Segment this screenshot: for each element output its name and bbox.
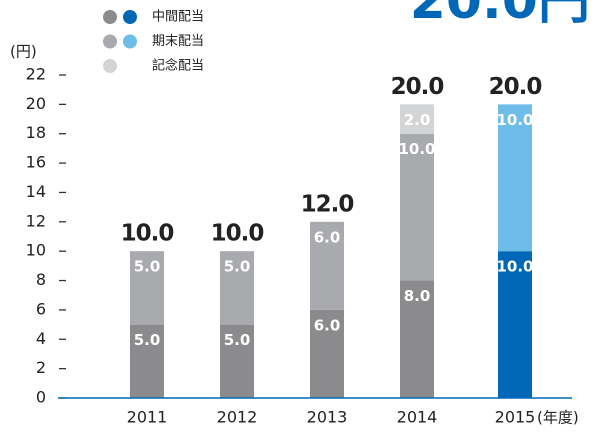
segment-label: 5.0 [224, 258, 251, 276]
y-tick-label: 4 [36, 329, 46, 348]
x-tick-label: 2013 [307, 408, 348, 427]
x-unit-label: (年度) [537, 409, 579, 427]
segment-label: 10.0 [496, 258, 533, 276]
total-label: 20.0 [489, 74, 542, 100]
segment-label: 8.0 [404, 287, 431, 305]
legend-label: 期末配当 [152, 34, 204, 49]
bar-segment [130, 251, 164, 325]
bar-segment [310, 221, 344, 310]
legend-swatch [103, 59, 117, 73]
segment-label: 5.0 [134, 258, 161, 276]
bar-segment [400, 104, 434, 134]
y-tick-label: 10 [26, 241, 46, 260]
y-tick-label: 18 [26, 123, 46, 142]
total-label: 20.0 [391, 74, 444, 100]
y-tick-label: 2 [36, 358, 46, 377]
y-tick-label: 0 [36, 388, 46, 407]
bar-segment [220, 324, 254, 398]
legend-swatch [103, 34, 117, 49]
bar-segment [400, 133, 434, 281]
segment-label: 2.0 [404, 111, 431, 129]
segment-label: 6.0 [314, 228, 341, 246]
y-tick-label: 20 [26, 94, 46, 113]
y-tick-label: 22 [26, 65, 46, 84]
segment-label: 6.0 [314, 316, 341, 334]
segment-label: 5.0 [224, 331, 251, 349]
legend-swatch [123, 34, 137, 49]
y-tick-label: 6 [36, 299, 46, 318]
x-tick-label: 2015 [495, 408, 536, 427]
legend-swatch [103, 10, 117, 24]
y-tick-label: 12 [26, 211, 46, 230]
total-label: 10.0 [211, 221, 264, 247]
segment-label: 5.0 [134, 331, 161, 349]
x-tick-label: 2014 [397, 408, 438, 427]
total-label: 10.0 [121, 221, 174, 247]
bar-segment [400, 280, 434, 398]
segment-label: 10.0 [398, 140, 435, 158]
x-tick-label: 2011 [127, 408, 168, 427]
legend-label: 中間配当 [152, 10, 204, 25]
y-tick-label: 8 [36, 270, 46, 289]
y-unit-label: (円) [10, 43, 37, 61]
headline: 20.0円 [410, 0, 590, 31]
total-label: 12.0 [301, 191, 354, 217]
bar-segment [498, 104, 532, 252]
bar-segment [498, 251, 532, 398]
legend-label: 記念配当 [152, 58, 204, 74]
y-tick-label: 14 [26, 182, 46, 201]
x-tick-label: 2012 [217, 408, 258, 427]
legend-swatch [123, 10, 137, 24]
bar-segment [310, 309, 344, 398]
y-tick-label: 16 [26, 153, 46, 172]
bar-segment [220, 251, 254, 325]
bar-segment [130, 324, 164, 398]
segment-label: 10.0 [496, 111, 533, 129]
